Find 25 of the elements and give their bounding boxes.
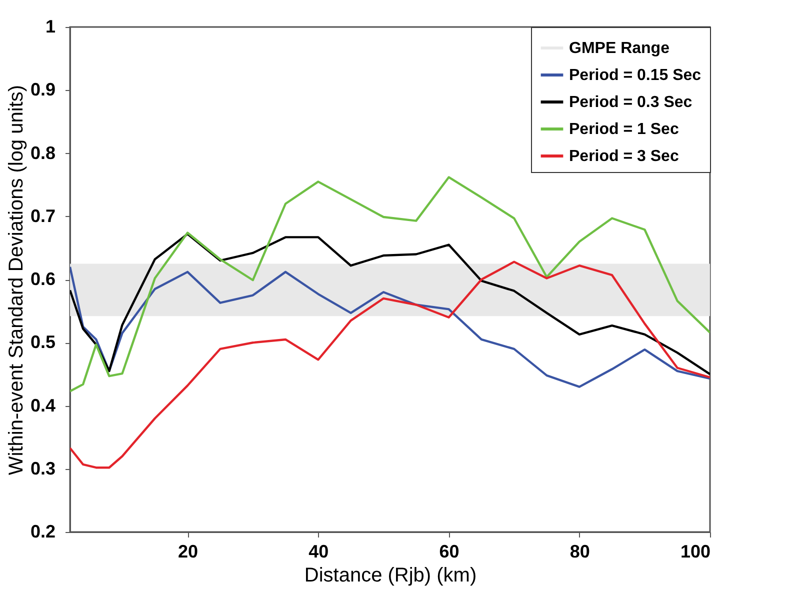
- y-tick-label: 0.4: [30, 395, 56, 416]
- y-tick-label: 0.8: [30, 142, 56, 163]
- y-tick-label: 0.3: [30, 458, 56, 478]
- line-series: [70, 232, 710, 376]
- x-tick-label: 60: [439, 542, 460, 562]
- x-tick-label: 100: [680, 542, 710, 562]
- y-tick-label: 0.5: [30, 332, 56, 352]
- line-series: [70, 176, 710, 392]
- line-series: [70, 260, 710, 469]
- y-tick-label: 0.2: [30, 522, 56, 542]
- x-tick-label: 20: [178, 542, 198, 562]
- legend-label: Period = 3 Sec: [569, 148, 679, 165]
- y-tick-label: 0.9: [30, 80, 56, 100]
- line-series: [70, 266, 710, 388]
- y-axis-title: Within-event Standard Deviations (log units): [5, 84, 28, 476]
- y-tick-label: 0.6: [30, 269, 56, 289]
- legend-label: Period = 1 Sec: [569, 121, 679, 138]
- x-tick-label: 40: [308, 542, 329, 562]
- legend-label: Period = 0.15 Sec: [569, 67, 702, 84]
- x-tick-label: 80: [570, 542, 590, 562]
- x-axis-title: Distance (Rjb) (km): [304, 564, 477, 586]
- y-tick-label: 0.7: [30, 206, 56, 226]
- legend-label: GMPE Range: [569, 40, 670, 57]
- y-tick-label: 1: [45, 16, 56, 36]
- legend-label: Period = 0.3 Sec: [569, 94, 692, 111]
